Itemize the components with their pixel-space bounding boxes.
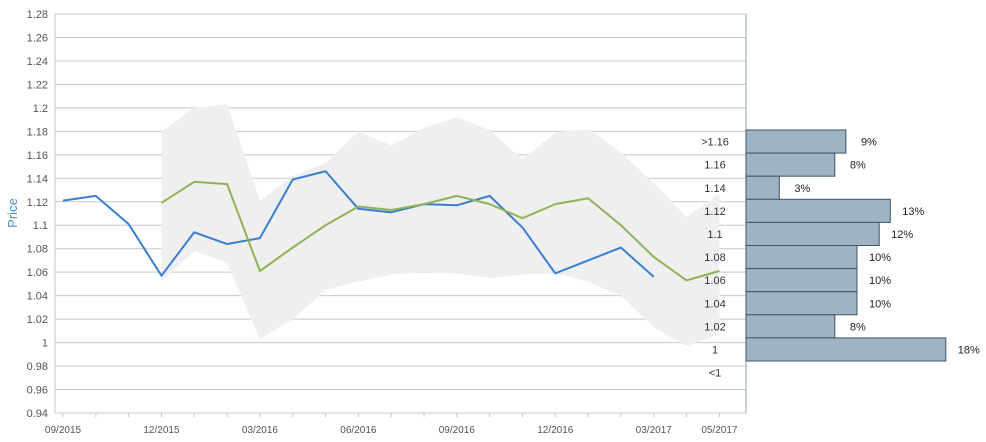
hist-bar	[745, 175, 780, 200]
hist-bar	[745, 314, 836, 339]
y-tick-label: 1.06	[27, 267, 48, 279]
hist-percent-label: 8%	[850, 160, 866, 172]
y-tick-label: 1	[42, 338, 48, 350]
series-lines	[62, 170, 720, 282]
hist-bin-label: 1.04	[704, 298, 725, 310]
hist-percent-label: 9%	[861, 137, 877, 149]
x-tick-label: 05/2017	[701, 425, 738, 436]
hist-bin-label: 1.14	[704, 183, 725, 195]
y-tick-label: 1.08	[27, 244, 48, 256]
hist-bin-label: <1	[709, 368, 722, 380]
y-tick-label: 1.1	[33, 220, 48, 232]
hist-bar	[745, 268, 858, 293]
hist-bar	[745, 245, 858, 270]
y-tick-label: 1.12	[27, 197, 48, 209]
y-tick-label: 1.22	[27, 79, 48, 91]
hist-percent-label: 12%	[891, 229, 913, 241]
y-tick-label: 1.26	[27, 32, 48, 44]
x-tick-label: 09/2015	[45, 425, 82, 436]
x-tick-label: 12/2015	[143, 425, 180, 436]
y-tick-label: 1.2	[33, 103, 48, 115]
hist-bar	[745, 152, 836, 177]
y-tick-label: 1.24	[27, 56, 48, 68]
hist-percent-label: 18%	[958, 344, 980, 356]
hist-bin-label: 1	[712, 344, 718, 356]
y-tick-label: 1.02	[27, 314, 48, 326]
forecast-band-area	[161, 104, 720, 347]
hist-bar	[745, 198, 891, 223]
hist-bin-label: 1.12	[704, 206, 725, 218]
x-tick-label: 03/2017	[636, 425, 673, 436]
series-line-1	[62, 170, 655, 278]
hist-percent-label: 10%	[869, 275, 891, 287]
hist-percent-label: 10%	[869, 298, 891, 310]
x-tick-label: 12/2016	[537, 425, 574, 436]
y-tick-label: 1.28	[27, 9, 48, 21]
hist-bar	[745, 337, 947, 362]
hist-bar	[745, 221, 880, 246]
y-tick-label: 1.04	[27, 291, 48, 303]
hist-percent-label: 3%	[794, 183, 810, 195]
y-tick-label: 0.96	[27, 385, 48, 397]
hist-bin-label: 1.1	[707, 229, 722, 241]
y-tick-label: 1.14	[27, 173, 48, 185]
hist-bin-label: 1.16	[704, 160, 725, 172]
y-axis-title: Price	[5, 198, 20, 228]
x-tick-label: 09/2016	[439, 425, 476, 436]
distribution-histogram: >1.16 9% 1.16 8% 1.14 3% 1.12 13% 1.1 12% 1.08 10% 1…	[701, 129, 980, 380]
x-tick-label: 06/2016	[340, 425, 377, 436]
x-tick-label: 03/2016	[242, 425, 279, 436]
hist-bin-label: 1.08	[704, 252, 725, 264]
hist-percent-label: 13%	[902, 206, 924, 218]
hist-percent-label: 10%	[869, 252, 891, 264]
y-tick-label: 1.18	[27, 126, 48, 138]
hist-bin-label: 1.02	[704, 321, 725, 333]
hist-bin-label: 1.06	[704, 275, 725, 287]
hist-percent-label: 8%	[850, 321, 866, 333]
forecast-band	[161, 104, 720, 347]
y-tick-label: 1.16	[27, 150, 48, 162]
hist-bar	[745, 129, 847, 154]
hist-bin-label: >1.16	[701, 137, 729, 149]
series-line-2	[160, 180, 720, 282]
y-tick-label: 0.94	[27, 408, 48, 420]
hist-bar	[745, 291, 858, 316]
y-tick-label: 0.98	[27, 361, 48, 373]
